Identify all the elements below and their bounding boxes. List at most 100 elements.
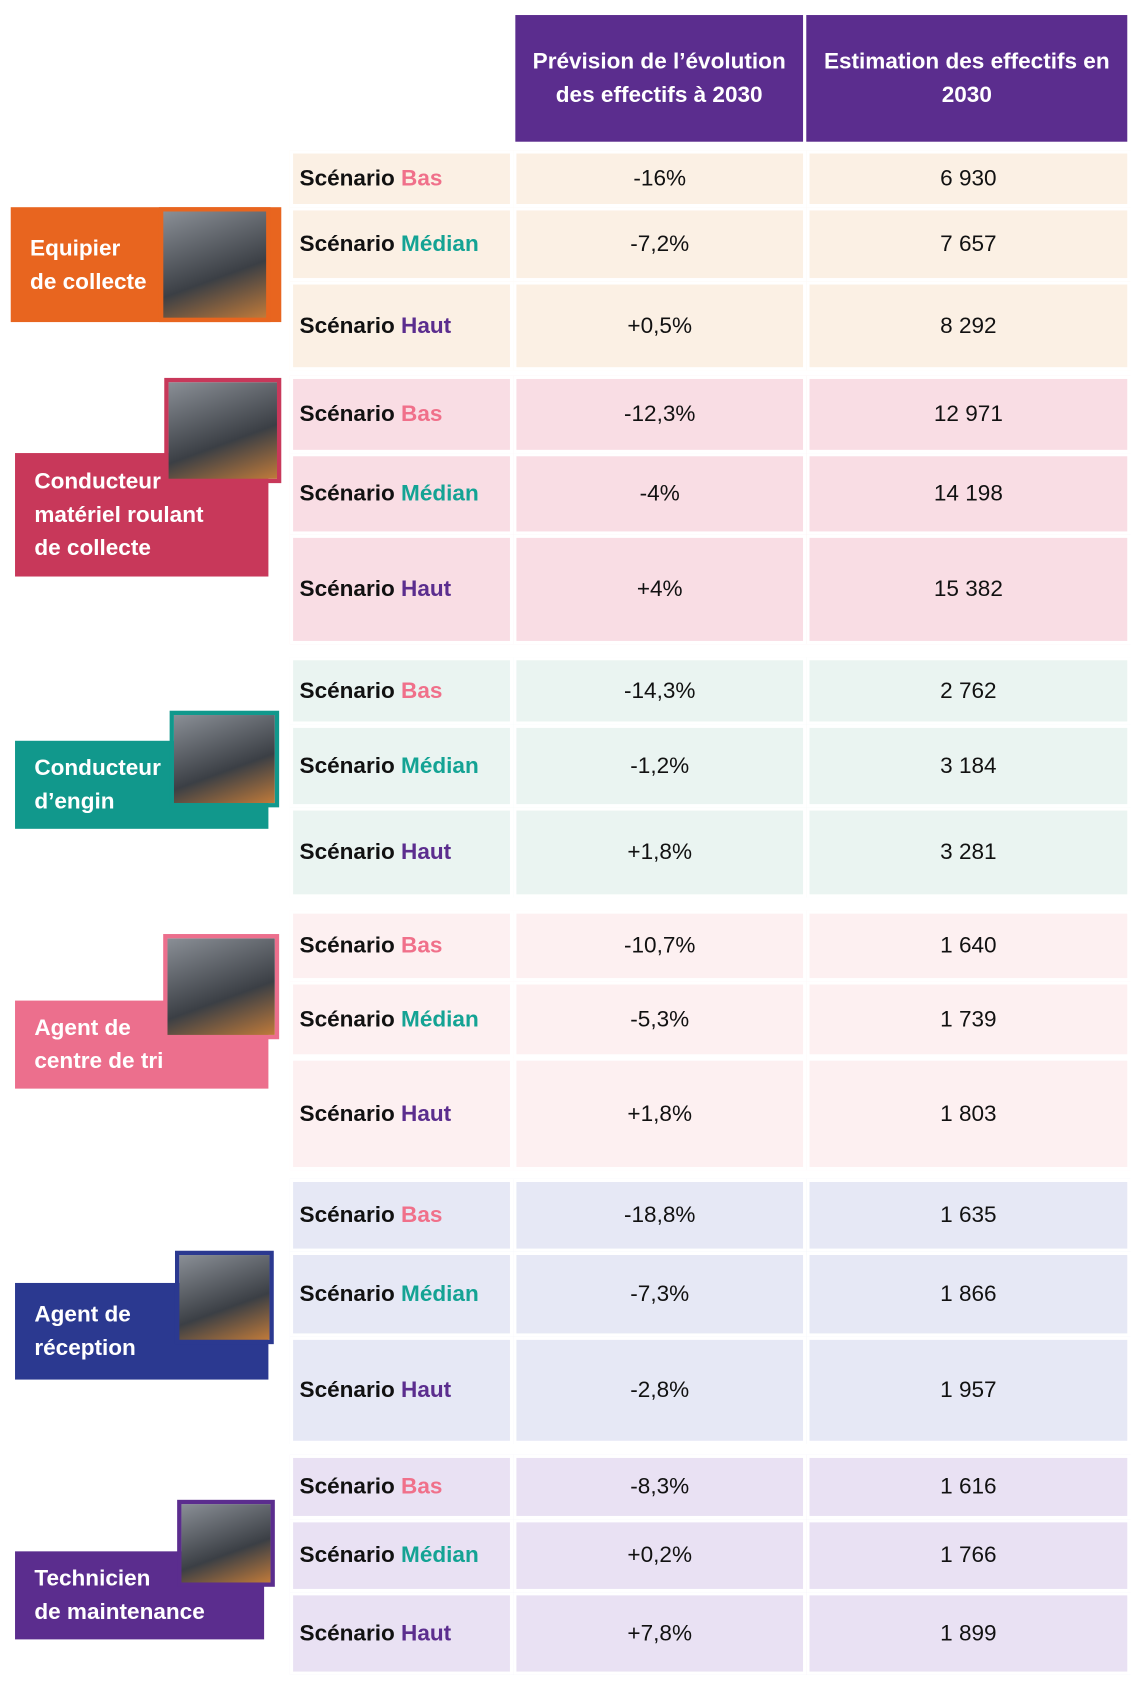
forecast-cell: +0,5% [513, 281, 806, 370]
scenario-cell: Scénario Haut [290, 1337, 513, 1444]
scenario-level: Bas [401, 678, 442, 704]
scenario-level: Médian [401, 1543, 479, 1569]
scenario-prefix: Scénario [300, 313, 395, 339]
scenario-prefix: Scénario [300, 1101, 395, 1127]
scenario-prefix: Scénario [300, 678, 395, 704]
label-line: matériel roulant [34, 498, 268, 531]
forecast-cell: +1,8% [513, 1057, 806, 1170]
estimate-cell: 3 281 [806, 807, 1130, 897]
estimate-cell: 1 616 [806, 1455, 1130, 1519]
estimate-cell: 6 930 [806, 150, 1130, 207]
estimate-cell: 2 762 [806, 657, 1130, 725]
estimate-cell: 1 635 [806, 1179, 1130, 1252]
forecast-cell: -14,3% [513, 657, 806, 725]
photo [164, 378, 281, 483]
scenario-cell: Scénario Bas [290, 1179, 513, 1252]
scenario-prefix: Scénario [300, 753, 395, 779]
scenario-prefix: Scénario [300, 1543, 395, 1569]
estimate-cell: 1 739 [806, 981, 1130, 1057]
estimate-cell: 3 184 [806, 725, 1130, 808]
scenario-level: Haut [401, 1101, 451, 1127]
photo [170, 711, 280, 808]
forecast-cell: -1,2% [513, 725, 806, 808]
estimate-cell: 12 971 [806, 376, 1130, 453]
forecast-cell: -12,3% [513, 376, 806, 453]
scenario-level: Médian [401, 481, 479, 507]
scenario-cell: Scénario Haut [290, 807, 513, 897]
scenario-level: Médian [401, 1007, 479, 1033]
scenario-prefix: Scénario [300, 933, 395, 959]
column-header: Prévision de l’évolution des effectifs à… [515, 15, 803, 142]
scenario-prefix: Scénario [300, 1281, 395, 1307]
scenario-prefix: Scénario [300, 481, 395, 507]
forecast-cell: +0,2% [513, 1519, 806, 1592]
forecast-cell: -8,3% [513, 1455, 806, 1519]
estimate-cell: 7 657 [806, 207, 1130, 281]
scenario-cell: Scénario Médian [290, 453, 513, 535]
forecast-cell: -4% [513, 453, 806, 535]
scenario-prefix: Scénario [300, 840, 395, 866]
forecast-cell: -5,3% [513, 981, 806, 1057]
estimate-cell: 14 198 [806, 453, 1130, 535]
scenario-cell: Scénario Bas [290, 910, 513, 981]
scenario-level: Médian [401, 231, 479, 257]
scenario-level: Haut [401, 313, 451, 339]
scenario-prefix: Scénario [300, 1377, 395, 1403]
scenario-cell: Scénario Médian [290, 207, 513, 281]
scenario-cell: Scénario Bas [290, 376, 513, 453]
forecast-cell: -7,3% [513, 1252, 806, 1337]
label-line: centre de tri [34, 1045, 268, 1078]
photo [177, 1500, 275, 1587]
scenario-cell: Scénario Haut [290, 535, 513, 645]
scenario-prefix: Scénario [300, 1474, 395, 1500]
scenario-cell: Scénario Bas [290, 150, 513, 207]
scenario-cell: Scénario Bas [290, 1455, 513, 1519]
scenario-prefix: Scénario [300, 1007, 395, 1033]
scenario-prefix: Scénario [300, 402, 395, 428]
estimate-cell: 1 803 [806, 1057, 1130, 1170]
forecast-cell: -2,8% [513, 1337, 806, 1444]
estimate-cell: 1 957 [806, 1337, 1130, 1444]
scenario-cell: Scénario Médian [290, 725, 513, 808]
scenario-level: Bas [401, 1202, 442, 1228]
scenario-level: Bas [401, 1474, 442, 1500]
scenario-level: Haut [401, 840, 451, 866]
estimate-cell: 1 640 [806, 910, 1130, 981]
scenario-prefix: Scénario [300, 231, 395, 257]
forecast-cell: -16% [513, 150, 806, 207]
label-line: de maintenance [34, 1595, 264, 1628]
scenario-level: Bas [401, 166, 442, 192]
scenario-level: Médian [401, 1281, 479, 1307]
column-header: Estimation des effectifs en 2030 [806, 15, 1127, 142]
scenario-cell: Scénario Haut [290, 281, 513, 370]
scenario-level: Médian [401, 753, 479, 779]
forecast-cell: +7,8% [513, 1592, 806, 1675]
forecast-cell: -10,7% [513, 910, 806, 981]
forecast-cell: +4% [513, 535, 806, 645]
forecast-cell: +1,8% [513, 807, 806, 897]
label-line: de collecte [34, 531, 268, 564]
scenario-prefix: Scénario [300, 1621, 395, 1647]
scenario-prefix: Scénario [300, 166, 395, 192]
estimate-cell: 8 292 [806, 281, 1130, 370]
scenario-cell: Scénario Médian [290, 1519, 513, 1592]
scenario-level: Haut [401, 577, 451, 603]
page: Prévision de l’évolution des effectifs à… [0, 0, 1138, 1696]
forecast-cell: -7,2% [513, 207, 806, 281]
scenario-cell: Scénario Bas [290, 657, 513, 725]
scenario-level: Haut [401, 1621, 451, 1647]
estimate-cell: 1 766 [806, 1519, 1130, 1592]
scenario-cell: Scénario Médian [290, 1252, 513, 1337]
scenario-prefix: Scénario [300, 1202, 395, 1228]
scenario-cell: Scénario Médian [290, 981, 513, 1057]
estimate-cell: 1 899 [806, 1592, 1130, 1675]
photo [175, 1251, 274, 1344]
forecast-cell: -18,8% [513, 1179, 806, 1252]
scenario-level: Bas [401, 402, 442, 428]
scenario-cell: Scénario Haut [290, 1057, 513, 1170]
estimate-cell: 15 382 [806, 535, 1130, 645]
photo [159, 207, 271, 322]
scenario-level: Bas [401, 933, 442, 959]
scenario-prefix: Scénario [300, 577, 395, 603]
scenario-cell: Scénario Haut [290, 1592, 513, 1675]
